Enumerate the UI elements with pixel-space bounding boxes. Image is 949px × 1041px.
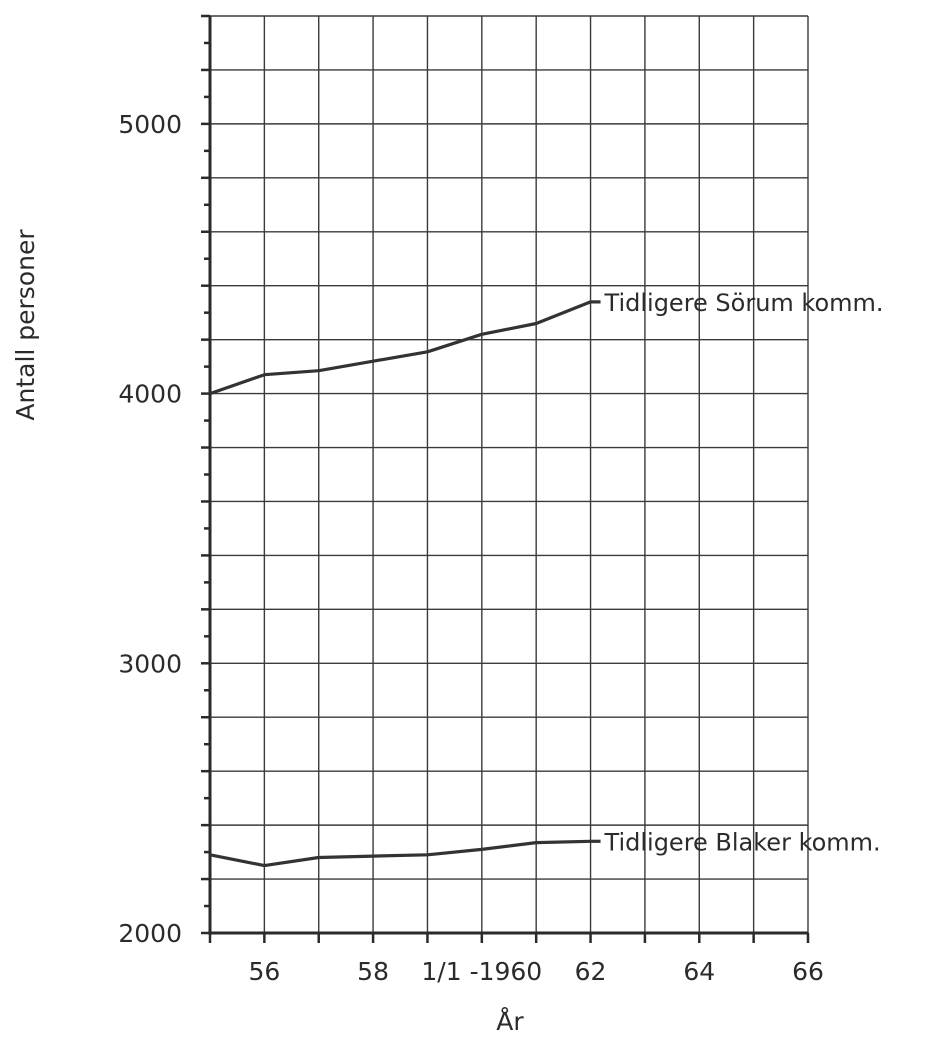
y-tick-label: 4000 (118, 380, 182, 409)
x-tick-label: 58 (357, 957, 389, 986)
series-label-1: Tidligere Sörum komm. (604, 289, 884, 317)
x-tick-label: 64 (683, 957, 715, 986)
series-label-2: Tidligere Blaker komm. (604, 828, 881, 856)
axes (208, 16, 808, 935)
x-axis-title: År (496, 1007, 524, 1036)
x-tick-label: 66 (792, 957, 824, 986)
x-tick-label: 56 (248, 957, 280, 986)
x-tick-label: 62 (575, 957, 607, 986)
y-axis-ticks: 2000 3000 4000 5000 (118, 14, 210, 948)
x-tick-label: 1/1 -1960 (421, 957, 542, 986)
series-line-2 (209, 839, 591, 868)
y-tick-label: 3000 (118, 649, 182, 678)
y-tick-label: 5000 (118, 110, 182, 139)
y-axis-title: Antall personer (11, 229, 40, 421)
series-labels: Tidligere Sörum komm. Tidligere Blaker ko… (590, 289, 884, 856)
y-tick-label: 2000 (118, 919, 182, 948)
x-axis-ticks: 56 58 1/1 -1960 62 64 66 (208, 933, 824, 986)
grid (210, 15, 809, 933)
series-line-1 (209, 300, 592, 396)
series-lines (209, 300, 592, 868)
